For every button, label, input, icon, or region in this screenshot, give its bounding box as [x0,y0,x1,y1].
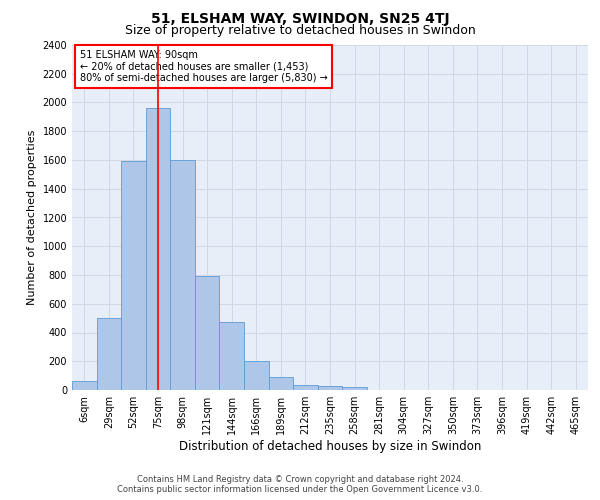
Bar [244,361,269,390]
Bar [121,162,146,390]
Text: Contains HM Land Registry data © Crown copyright and database right 2024.
Contai: Contains HM Land Registry data © Crown c… [118,474,482,494]
Bar [293,385,318,390]
Bar [72,382,97,390]
Bar [318,386,342,390]
Bar [146,108,170,390]
Y-axis label: Number of detached properties: Number of detached properties [27,130,37,305]
Bar [269,377,293,390]
Text: 51 ELSHAM WAY: 90sqm
← 20% of detached houses are smaller (1,453)
80% of semi-de: 51 ELSHAM WAY: 90sqm ← 20% of detached h… [80,50,328,84]
Bar [97,318,121,390]
Bar [220,322,244,390]
Text: Size of property relative to detached houses in Swindon: Size of property relative to detached ho… [125,24,475,37]
X-axis label: Distribution of detached houses by size in Swindon: Distribution of detached houses by size … [179,440,481,453]
Bar [170,160,195,390]
Bar [342,387,367,390]
Bar [195,276,220,390]
Text: 51, ELSHAM WAY, SWINDON, SN25 4TJ: 51, ELSHAM WAY, SWINDON, SN25 4TJ [151,12,449,26]
